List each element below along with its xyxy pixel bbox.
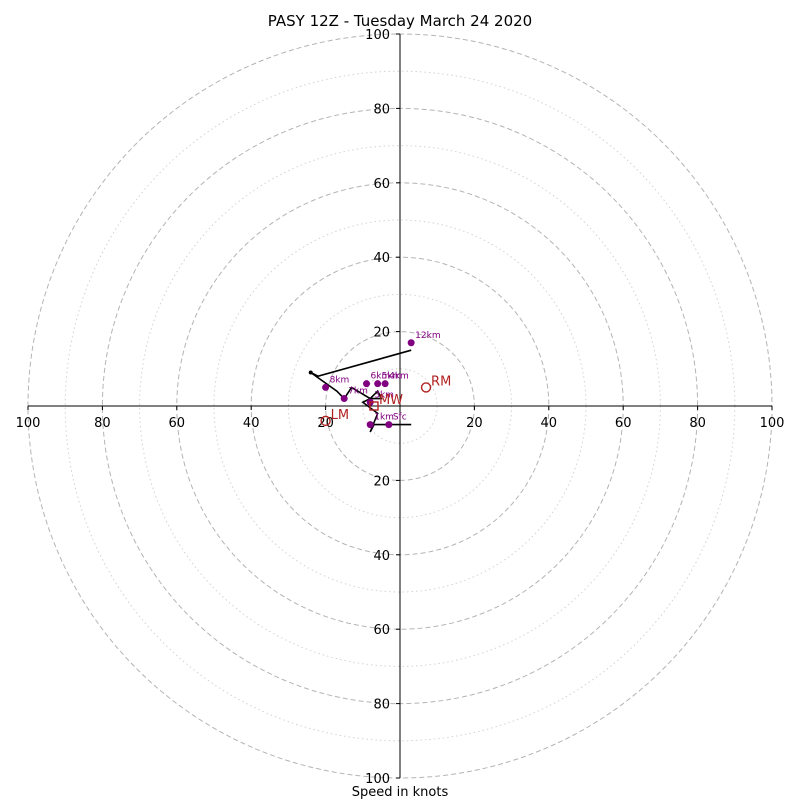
height-label-8km: 8km: [330, 375, 350, 385]
hodograph-vertex: [308, 370, 313, 375]
hodograph-trace: [310, 349, 412, 433]
height-point-5km: [374, 380, 382, 388]
chart-title: PASY 12Z - Tuesday March 24 2020: [268, 12, 532, 30]
height-label-5km: 5km: [382, 372, 402, 382]
x-axis-label: Speed in knots: [352, 785, 449, 800]
height-point-8km: [322, 383, 330, 391]
x-tick-label: 80: [689, 416, 706, 431]
x-tick-label: 60: [615, 416, 632, 431]
x-tick-label: 80: [94, 416, 111, 431]
motion-label-RM: RM: [431, 374, 451, 389]
y-tick-label-bottom: 80: [373, 698, 390, 713]
tick-labels: 100 80 60 40 20 20 40 60 80 100204060801002040608…: [16, 28, 785, 787]
motion-label-MW: MW: [379, 393, 403, 408]
y-tick-label-top: 60: [373, 177, 390, 192]
height-point-1km: [366, 421, 374, 429]
y-tick-label-top: 40: [373, 251, 390, 266]
motion-marker-LM: [320, 415, 331, 427]
height-label-Sfc: Sfc: [393, 413, 407, 423]
x-tick-label: 60: [169, 416, 186, 431]
height-point-6km: [363, 380, 371, 388]
axes: [28, 34, 772, 778]
height-label-4km: 4km: [389, 372, 409, 382]
y-tick-label-top: 100: [365, 28, 390, 43]
y-tick-label-top: 80: [373, 102, 390, 117]
motion-marker-RM: [420, 382, 432, 393]
motion-label-LM: LM: [331, 408, 349, 423]
x-tick-label: 40: [541, 416, 558, 431]
height-point-7km: [340, 395, 348, 403]
height-label-1km: 1km: [374, 413, 394, 423]
y-tick-label-bottom: 40: [373, 549, 390, 564]
y-tick-label-top: 20: [373, 326, 390, 341]
x-tick-label: 40: [243, 416, 260, 431]
motion-marker-MW: [369, 401, 379, 411]
height-point-4km: [381, 380, 389, 388]
x-tick-label: 100: [760, 416, 785, 431]
height-point-Sfc: [385, 421, 393, 429]
height-label-7km: 7km: [348, 387, 368, 397]
storm-motions: RM LM MW: [320, 374, 451, 427]
hodograph-series: [308, 349, 412, 433]
y-tick-label-bottom: 100: [365, 772, 390, 787]
y-tick-label-bottom: 60: [373, 623, 390, 638]
y-tick-label-bottom: 20: [373, 474, 390, 489]
height-label-12km: 12km: [415, 331, 440, 341]
height-label-6km: 6km: [371, 372, 391, 382]
x-tick-label: 20: [466, 416, 483, 431]
x-tick-label: 100: [16, 416, 41, 431]
height-label-3km: 3km: [374, 390, 394, 400]
height-point-12km: [407, 339, 415, 347]
